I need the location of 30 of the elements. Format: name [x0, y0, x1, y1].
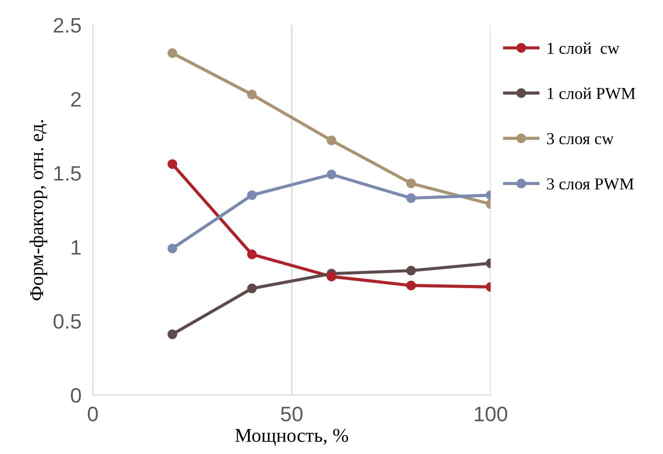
x-axis-title: Мощность, % [235, 428, 348, 446]
legend-label: 3 слоя PWM [547, 178, 634, 190]
point [406, 266, 416, 276]
y-axis-title: Форм-фактор, отн. ед. [30, 120, 48, 300]
x-tick-label: 50 [280, 406, 302, 422]
x-tick-label: 100 [474, 406, 508, 422]
point [326, 170, 336, 180]
point [406, 178, 416, 188]
y-tick-label: 2 [71, 92, 81, 107]
point [406, 280, 416, 290]
point [168, 329, 178, 340]
point [247, 90, 257, 100]
legend-label: 1 слой cw [548, 42, 620, 54]
y-tick-label: 0.5 [54, 314, 81, 329]
point [168, 48, 178, 58]
y-tick-label: 0 [70, 388, 81, 403]
point [326, 272, 336, 282]
y-tick-label: 2.5 [54, 18, 81, 33]
point [247, 284, 257, 294]
point [326, 136, 336, 146]
legend-label: 1 слой PWM [548, 88, 636, 100]
point [406, 193, 416, 203]
y-tick-label: 1.5 [54, 166, 81, 181]
point [247, 190, 257, 200]
point [168, 159, 178, 169]
y-tick-label: 1 [72, 240, 81, 255]
legend-label: 3 слоя cw [547, 133, 614, 144]
point [247, 250, 257, 260]
point [168, 244, 178, 254]
x-tick-label: 0 [88, 406, 98, 422]
